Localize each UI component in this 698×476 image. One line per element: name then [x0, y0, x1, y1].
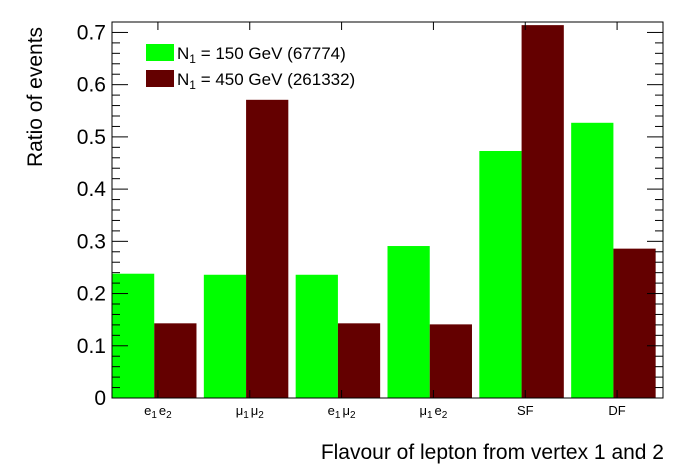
bar-1-2	[203, 274, 247, 398]
legend: N1 = 150 GeV (67774) N1 = 450 GeV (261332…	[146, 44, 355, 92]
bars-layer	[112, 25, 656, 398]
bar-1-6	[571, 122, 614, 398]
y-tick-label: 0.6	[77, 74, 106, 97]
bar-2-1	[154, 323, 197, 398]
bar-2-5	[521, 25, 564, 398]
x-tick-label: e1 μ2	[328, 403, 356, 421]
bar-1-1	[112, 273, 155, 398]
x-tick-label: e1 e2	[144, 403, 172, 421]
bar-1-4	[387, 246, 430, 398]
legend-swatch-2	[146, 70, 174, 87]
x-tick-label: μ1 e2	[419, 403, 447, 421]
bar-1-5	[479, 150, 522, 398]
y-tick-label: 0	[94, 387, 106, 410]
bar-2-6	[613, 248, 656, 398]
labels-layer: 0 0.1 0.2 0.3 0.4 0.5 0.6 0.7 e1 e2 μ1 μ2 e1 μ2 μ1 e2 SF…	[77, 21, 626, 421]
bar-2-3	[337, 323, 381, 398]
y-tick-label: 0.3	[77, 230, 106, 253]
y-tick-label: 0.2	[77, 283, 106, 306]
y-axis-title: Ratio of events	[24, 27, 47, 167]
x-tick-label: μ1 μ2	[236, 403, 265, 421]
bar-2-2	[246, 99, 289, 398]
bar-1-3	[295, 274, 338, 398]
y-tick-label: 0.1	[77, 335, 106, 358]
legend-label-1: N1 = 150 GeV (67774)	[177, 44, 346, 66]
x-axis-title: Flavour of lepton from vertex 1 and 2	[321, 441, 664, 464]
legend-label-2: N1 = 450 GeV (261332)	[177, 70, 355, 92]
x-tick-label: DF	[608, 403, 625, 418]
legend-swatch-1	[146, 44, 174, 61]
axes-layer	[111, 21, 664, 399]
bar-2-4	[429, 324, 472, 398]
x-tick-label: SF	[517, 403, 534, 418]
y-tick-label: 0.4	[77, 178, 107, 201]
y-tick-label: 0.5	[77, 126, 106, 149]
y-tick-label: 0.7	[77, 21, 106, 44]
